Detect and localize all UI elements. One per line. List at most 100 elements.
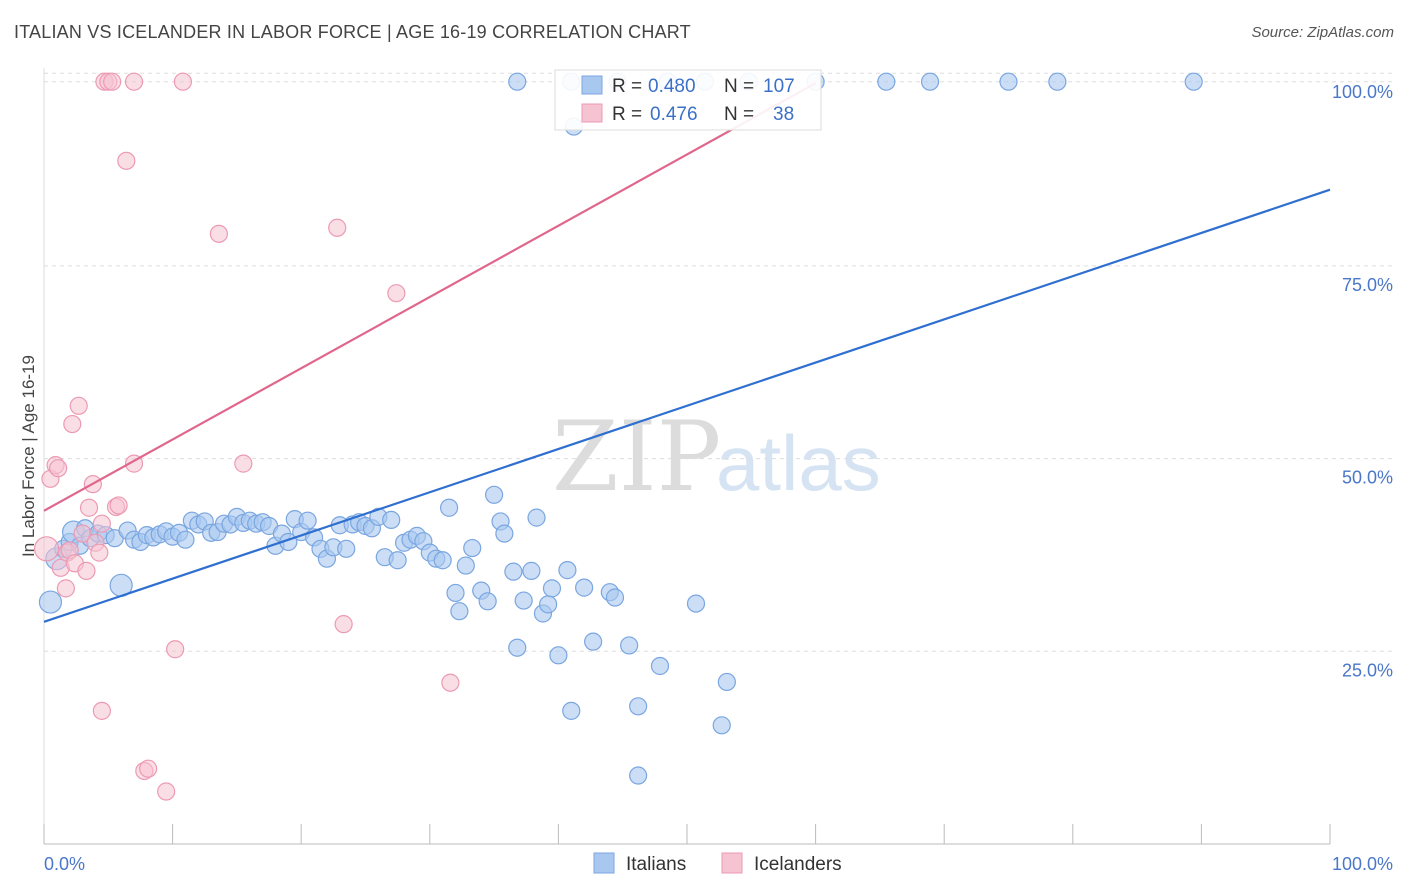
icelanders-point <box>157 782 176 801</box>
icelanders-n-label: N = <box>724 104 754 125</box>
italians-point <box>298 511 317 530</box>
watermark-zip: ZIP <box>552 401 721 513</box>
icelanders-point <box>69 396 88 415</box>
italians-point <box>920 72 940 91</box>
italians-n-value: 107 <box>763 76 795 97</box>
italians-point <box>388 551 407 570</box>
italians-point <box>527 508 546 527</box>
icelanders-point <box>56 579 75 598</box>
italians-point <box>508 638 527 657</box>
italians-point <box>446 583 465 603</box>
icelanders-point <box>441 673 460 692</box>
italians-point <box>495 524 514 543</box>
italians-point <box>38 590 63 614</box>
icelanders-point <box>79 498 99 517</box>
italians-point <box>522 561 541 580</box>
italians-point <box>620 636 639 655</box>
icelanders-point <box>77 561 96 580</box>
italians-r-value: 0.480 <box>648 76 696 97</box>
italians-point <box>478 592 497 611</box>
y-tick-labels: 25.0% 50.0% 75.0% 100.0% <box>1332 82 1393 680</box>
y-tick-label: 50.0% <box>1342 468 1393 488</box>
icelanders-point <box>92 701 111 720</box>
y-tick-label: 75.0% <box>1342 275 1393 295</box>
italians-point <box>629 766 648 785</box>
icelanders-point <box>387 284 406 303</box>
source-label: Source: ZipAtlas.com <box>1251 24 1394 41</box>
icelanders-point <box>103 72 122 91</box>
italians-point <box>584 632 603 651</box>
italians-point <box>605 588 625 607</box>
italians-point <box>629 697 648 716</box>
italians-point <box>1048 72 1067 91</box>
icelanders-point <box>173 72 192 91</box>
italians-point <box>542 579 562 598</box>
italians-swatch <box>581 75 603 95</box>
grid-lines <box>44 72 1392 652</box>
chart-title: ITALIAN VS ICELANDER IN LABOR FORCE | AG… <box>14 22 691 42</box>
icelanders-point <box>117 151 136 170</box>
y-tick-label: 25.0% <box>1342 660 1393 680</box>
italians-point <box>439 498 459 517</box>
legend-icelanders-label: Icelanders <box>754 854 842 875</box>
icelanders-point <box>124 72 144 91</box>
italians-point <box>456 556 475 575</box>
italians-point <box>686 594 706 613</box>
icelanders-point <box>109 496 128 515</box>
icelanders-point <box>33 536 60 562</box>
italians-trend-line <box>43 188 1331 623</box>
italians-point <box>999 72 1018 91</box>
italians-r-label: R = <box>612 76 642 97</box>
watermark-atlas: atlas <box>716 419 881 507</box>
italians-point <box>450 602 469 621</box>
icelanders-point <box>209 224 228 243</box>
stats-legend: R = 0.480 N = 107 R = 0.476 N = 38 <box>554 69 822 131</box>
italians-point <box>575 578 594 597</box>
italians-n-label: N = <box>724 76 754 97</box>
icelanders-point <box>49 459 68 478</box>
italians-point <box>562 701 581 720</box>
italians-point <box>514 591 533 610</box>
icelanders-point <box>139 759 158 778</box>
y-tick-label: 100.0% <box>1332 82 1393 102</box>
x-tick-label-max: 100.0% <box>1332 854 1393 874</box>
series-legend: Italians Icelanders <box>593 852 842 875</box>
icelanders-n-value: 38 <box>773 104 794 125</box>
y-axis-title: In Labor Force | Age 16-19 <box>19 355 38 557</box>
icelanders-swatch <box>581 103 603 123</box>
italians-point <box>877 72 896 91</box>
italians-point <box>433 551 452 570</box>
italians-point <box>508 72 527 91</box>
italians-point <box>712 716 731 735</box>
icelanders-r-value: 0.476 <box>650 104 698 125</box>
icelanders-point <box>166 640 185 659</box>
legend-italians-label: Italians <box>626 854 686 875</box>
italians-point <box>382 510 401 530</box>
icelanders-point <box>334 615 353 634</box>
italians-point <box>1184 72 1203 91</box>
legend-icelanders-swatch <box>721 852 743 874</box>
x-tick-label-min: 0.0% <box>44 854 85 874</box>
italians-point <box>337 539 356 558</box>
icelanders-point <box>328 218 347 237</box>
italians-point <box>463 538 482 558</box>
icelanders-point <box>90 543 109 562</box>
icelanders-point <box>63 414 82 434</box>
icelanders-trend-line <box>43 82 817 512</box>
italians-point <box>650 656 670 676</box>
italians-point <box>176 530 195 549</box>
italians-point <box>558 561 577 580</box>
italians-point <box>717 672 736 692</box>
italians-point <box>485 485 504 504</box>
x-ticks <box>43 824 1331 844</box>
italians-point <box>549 646 568 665</box>
italians-point <box>504 562 523 581</box>
legend-italians-swatch <box>593 852 615 874</box>
icelanders-point <box>234 454 253 473</box>
trend-lines <box>43 82 1331 623</box>
icelanders-r-label: R = <box>612 104 642 125</box>
icelanders-point <box>92 514 111 533</box>
icelanders-points <box>33 72 460 801</box>
italians-point <box>539 595 558 614</box>
